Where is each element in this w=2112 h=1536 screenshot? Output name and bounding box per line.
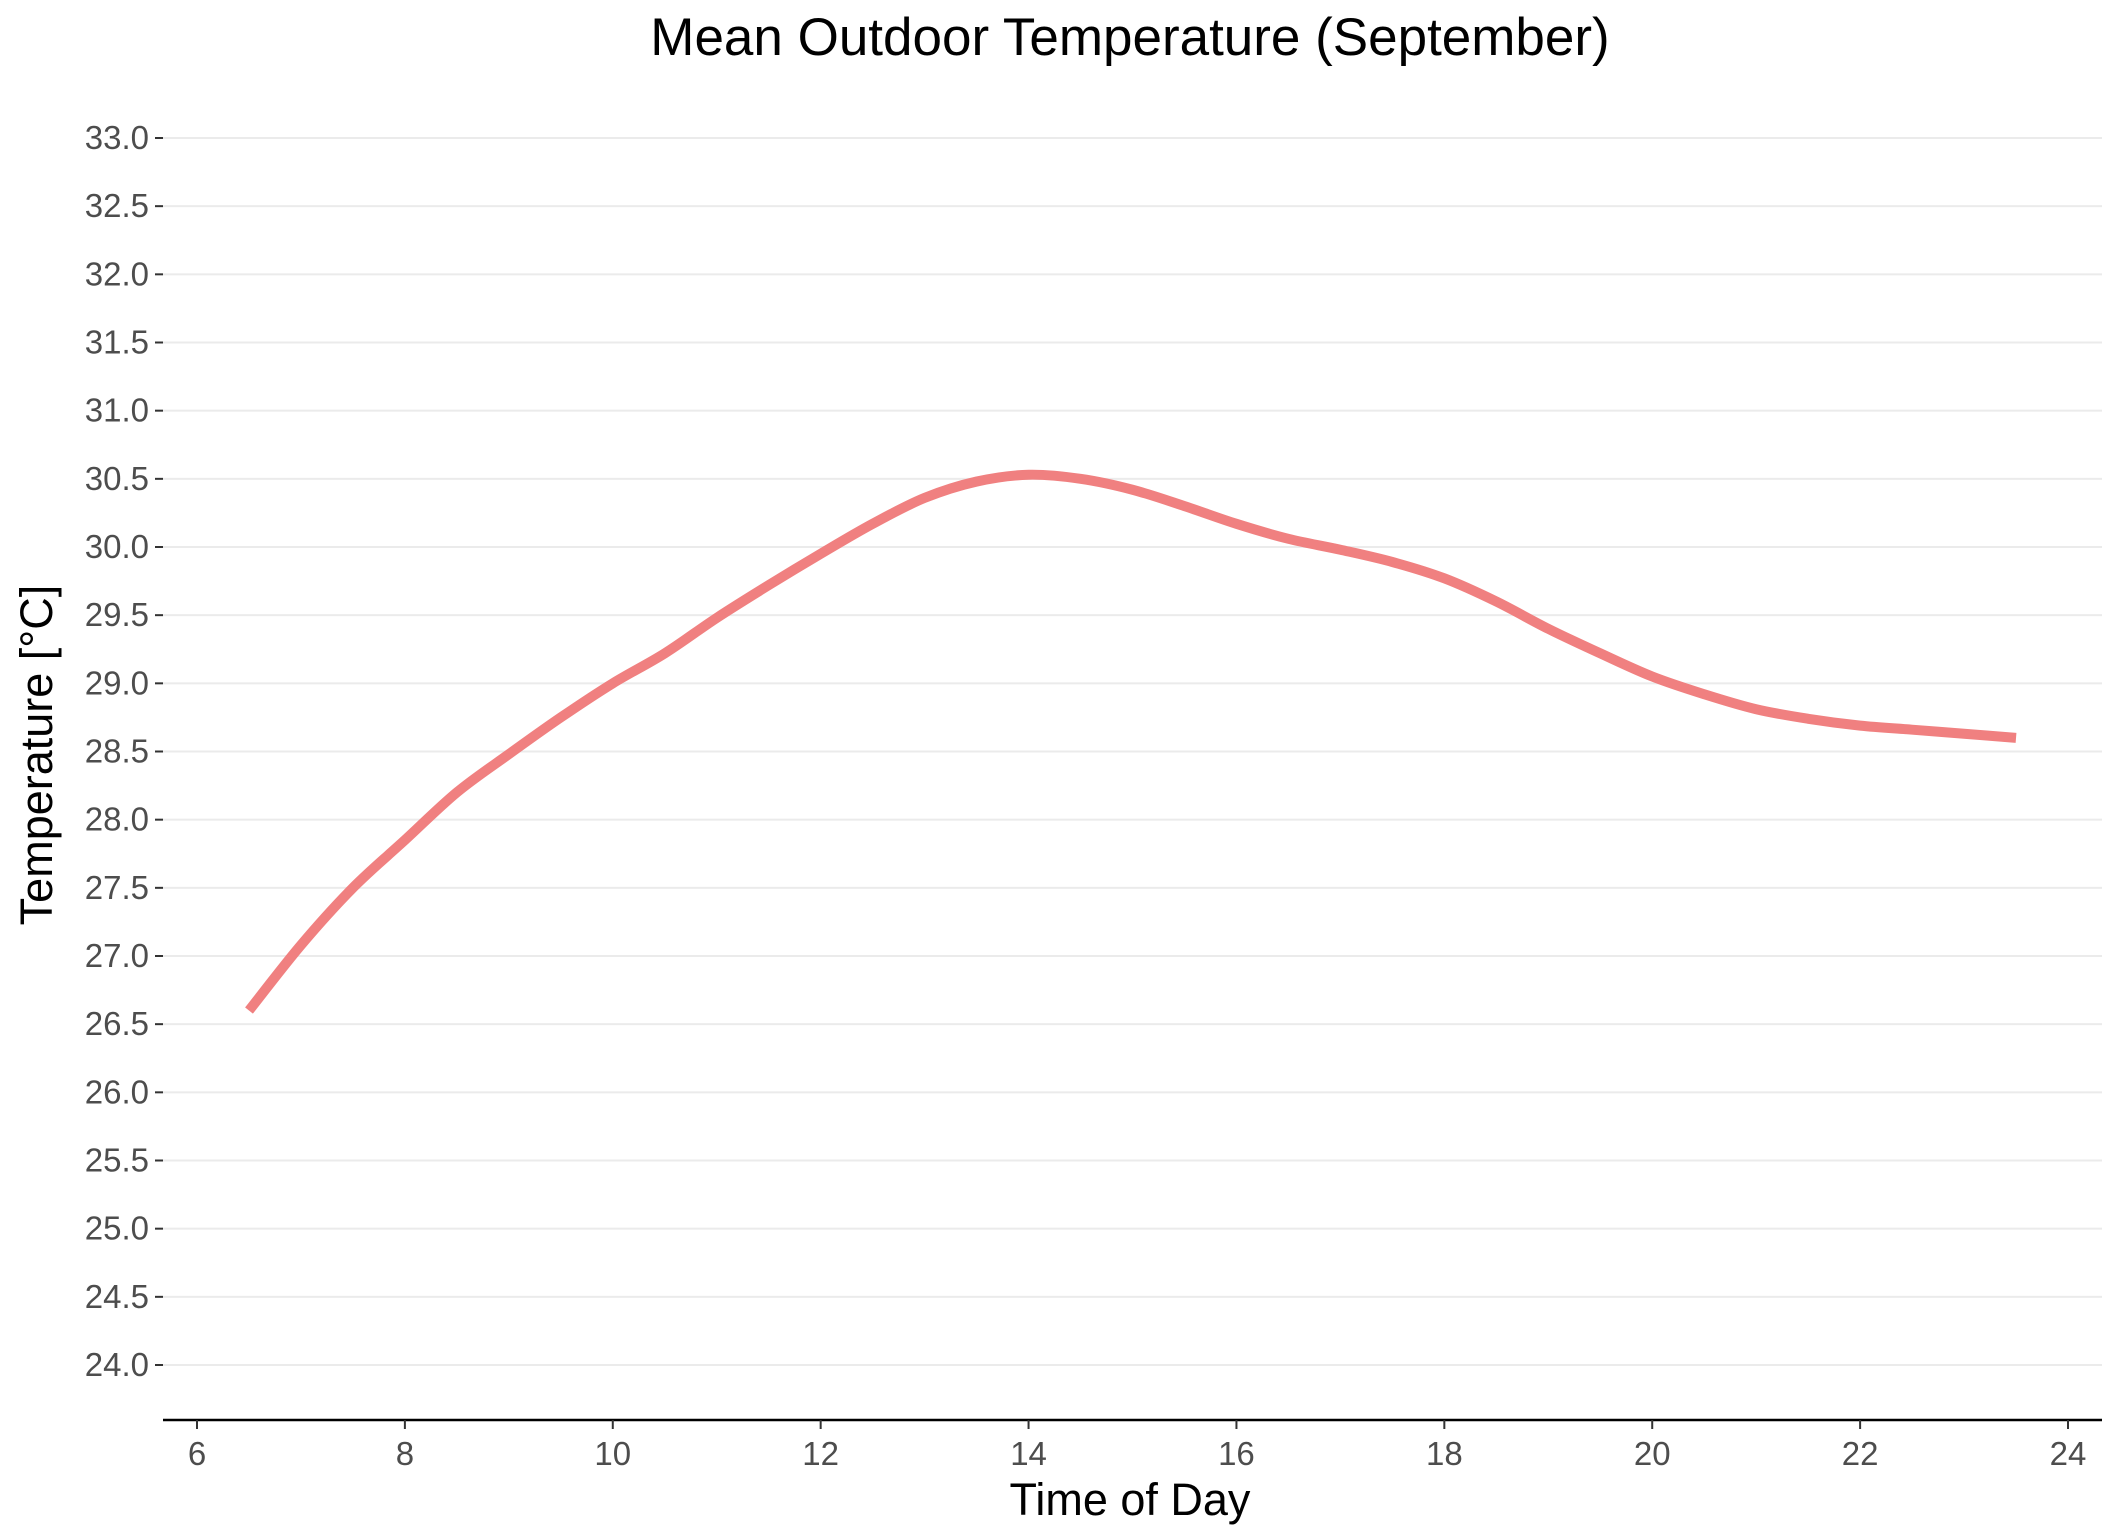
y-tick-label: 28.5	[85, 733, 149, 770]
x-tick-label: 20	[1634, 1435, 1671, 1472]
y-tick-label: 29.0	[85, 664, 149, 701]
x-tick-label: 8	[396, 1435, 414, 1472]
y-tick-label: 24.5	[85, 1278, 149, 1315]
y-tick-label: 30.5	[85, 460, 149, 497]
axes: 24.0 24.5 25.0 25.5 26.0 26.5 27.0 27.5 28.0 28.5…	[85, 119, 2102, 1472]
y-tick-label: 30.0	[85, 528, 149, 565]
x-tick-label: 24	[2050, 1435, 2087, 1472]
gridlines	[163, 137, 2102, 1366]
x-tick-label: 10	[594, 1435, 631, 1472]
y-tick-label: 28.0	[85, 801, 149, 838]
y-tick-label: 31.5	[85, 324, 149, 361]
y-tick-label: 31.0	[85, 392, 149, 429]
y-tick-label: 26.5	[85, 1005, 149, 1042]
series-line	[245, 469, 2017, 1014]
chart-title: Mean Outdoor Temperature (September)	[650, 8, 1609, 67]
y-tick-label: 32.0	[85, 255, 149, 292]
series-group	[245, 469, 2017, 1014]
y-tick-label: 33.0	[85, 119, 149, 156]
x-tick-label: 22	[1842, 1435, 1879, 1472]
y-tick-label: 24.0	[85, 1346, 149, 1383]
x-tick-label: 16	[1218, 1435, 1255, 1472]
y-tick-label: 25.5	[85, 1142, 149, 1179]
y-tick-label: 25.0	[85, 1210, 149, 1247]
y-tick-label: 32.5	[85, 187, 149, 224]
x-tick-label: 12	[802, 1435, 839, 1472]
y-tick-label: 27.0	[85, 937, 149, 974]
y-tick-label: 29.5	[85, 596, 149, 633]
y-tick-label: 27.5	[85, 869, 149, 906]
y-tick-label: 26.0	[85, 1073, 149, 1110]
x-tick-label: 18	[1426, 1435, 1463, 1472]
x-tick-label: 14	[1010, 1435, 1047, 1472]
x-tick-label: 6	[188, 1435, 206, 1472]
y-axis-title: Temperature [°C]	[11, 585, 62, 926]
x-axis-title: Time of Day	[1010, 1474, 1251, 1525]
